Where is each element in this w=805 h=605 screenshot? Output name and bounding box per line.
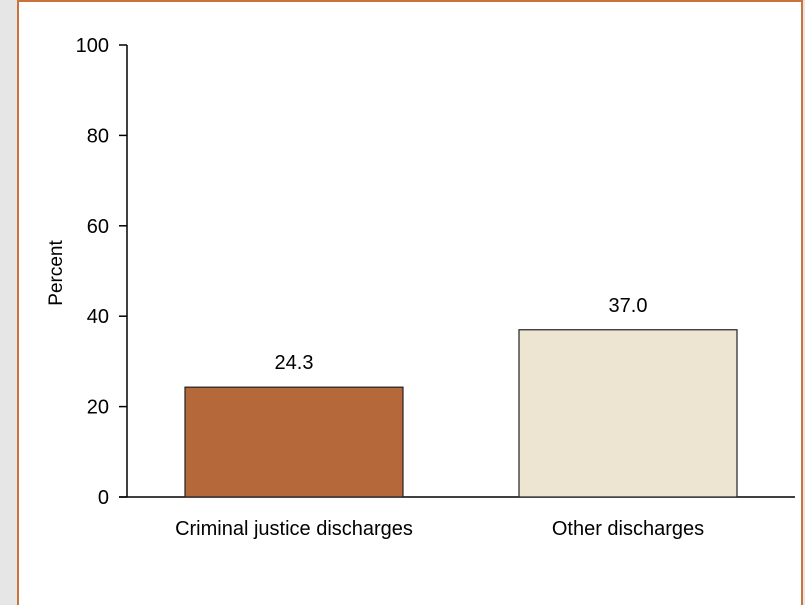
y-tick-label: 100 (76, 35, 109, 57)
data-label-1: 24.3 (275, 352, 314, 374)
bar-2 (518, 329, 738, 498)
y-axis-title: Percent (46, 240, 67, 306)
bars (184, 329, 738, 498)
bar-1 (184, 386, 404, 498)
chart-panel (17, 0, 803, 605)
y-tick-label: 0 (98, 487, 109, 509)
y-tick-label: 60 (87, 216, 109, 238)
data-label-2: 37.0 (609, 295, 648, 317)
category-label-2: Other discharges (552, 518, 704, 540)
y-tick-label: 80 (87, 125, 109, 147)
labels: 24.3 Criminal justice discharges 37.0 Other… (175, 295, 704, 540)
y-tick-label: 40 (87, 306, 109, 328)
category-label-1: Criminal justice discharges (175, 518, 413, 540)
y-tick-label: 20 (87, 397, 109, 419)
